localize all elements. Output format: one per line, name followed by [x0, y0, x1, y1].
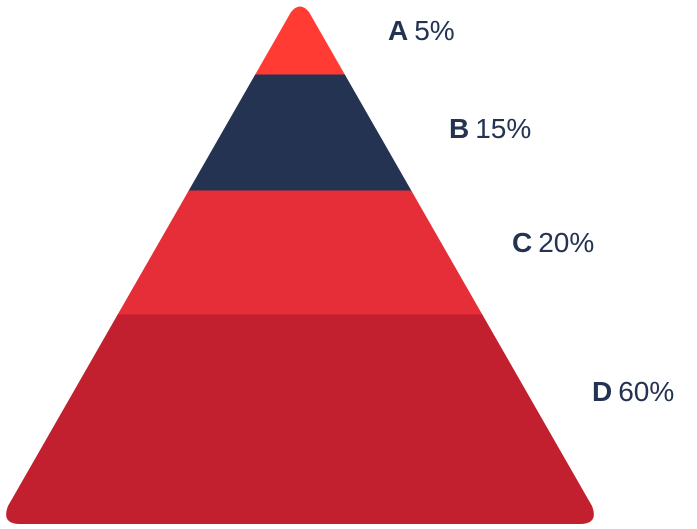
segment-letter: A: [388, 15, 408, 46]
segment-letter: D: [592, 376, 612, 407]
segment-letter: B: [449, 113, 469, 144]
segment-value: 5%: [414, 15, 454, 46]
pyramid-segment-b: [6, 74, 594, 192]
pyramid-labels: A 5% B 15% C 20% D 60%: [388, 15, 674, 407]
segment-label-c: C 20%: [512, 227, 594, 258]
segment-value: 15%: [475, 113, 531, 144]
pyramid-segment-d: [6, 314, 594, 524]
segment-label-d: D 60%: [592, 376, 674, 407]
pyramid-segment-a: [6, 6, 594, 76]
segment-label-b: B 15%: [449, 113, 531, 144]
segment-letter: C: [512, 227, 532, 258]
segment-value: 60%: [618, 376, 674, 407]
segment-label-a: A 5%: [388, 15, 455, 46]
segment-value: 20%: [538, 227, 594, 258]
